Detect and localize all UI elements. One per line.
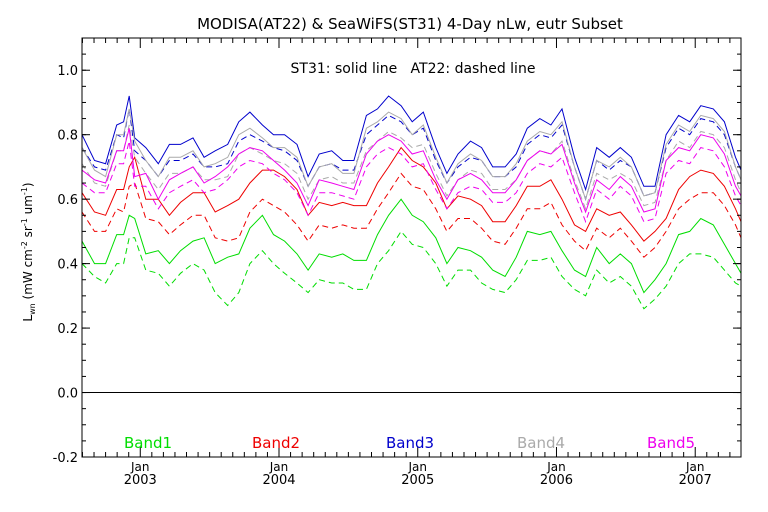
- series-line-band4-at22-dashed: [81, 124, 742, 211]
- y-axis-label-unit-a: (mW cm: [21, 249, 35, 303]
- y-axis-label-unit-b: sr: [21, 226, 35, 241]
- series-line-band2-st31-solid: [81, 146, 742, 242]
- y-axis-label-sup-b: -1: [20, 218, 29, 226]
- y-tick-label: 0.0: [57, 387, 78, 402]
- series-line-band5-at22-dashed: [81, 140, 742, 224]
- series-line-band4-st31-solid: [81, 108, 742, 201]
- legend-band3: Band3: [386, 434, 434, 452]
- legend-band5: Band5: [647, 434, 695, 452]
- y-tick-label: -0.2: [53, 451, 78, 466]
- x-tick-year-label: 2003: [124, 473, 157, 488]
- series-line-band1-at22-dashed: [81, 230, 742, 310]
- legend-band1: Band1: [124, 434, 172, 452]
- y-axis-label-sub: wn: [28, 303, 37, 315]
- legend-band4: Band4: [517, 434, 565, 452]
- y-axis-label-unit-d: ): [21, 182, 35, 187]
- annotations: -0.20.00.20.40.60.81.0Jan2003Jan2004Jan2…: [53, 61, 712, 488]
- y-axis-label-unit-c: um: [21, 195, 35, 218]
- x-tick-year-label: 2005: [401, 473, 434, 488]
- y-axis-label: Lwn (mW cm-2 sr-1 um-1): [20, 182, 37, 321]
- series-line-band5-st31-solid: [81, 128, 742, 214]
- chart-subtitle: ST31: solid line AT22: dashed line: [291, 61, 536, 77]
- series-line-band2-at22-dashed: [81, 172, 742, 258]
- y-tick-label: 1.0: [57, 64, 78, 79]
- series-line-band3-st31-solid: [81, 95, 742, 192]
- x-tick-month-label: Jan: [546, 460, 566, 474]
- x-tick-year-label: 2004: [262, 473, 295, 488]
- y-tick-label: 0.6: [57, 193, 78, 208]
- x-tick-month-label: Jan: [685, 460, 705, 474]
- chart-title: MODISA(AT22) & SeaWiFS(ST31) 4-Day nLw, …: [197, 15, 623, 33]
- plot-frame: [81, 37, 742, 458]
- series-lines: [81, 95, 742, 310]
- x-tick-month-label: Jan: [130, 460, 150, 474]
- svg-text:Lwn (mW cm-2 sr-1 um-1): Lwn (mW cm-2 sr-1 um-1): [20, 182, 37, 321]
- series-line-band1-st31-solid: [81, 198, 742, 294]
- axes: [81, 37, 742, 458]
- y-axis-label-sup-a: -2: [20, 241, 29, 249]
- y-axis-label-l: L: [21, 315, 35, 322]
- legend-band2: Band2: [252, 434, 300, 452]
- x-tick-year-label: 2006: [540, 473, 573, 488]
- x-tick-month-label: Jan: [269, 460, 289, 474]
- y-tick-label: 0.8: [57, 129, 78, 144]
- y-tick-label: 0.4: [57, 258, 78, 273]
- y-axis-label-sup-c: -1: [20, 187, 29, 195]
- y-tick-label: 0.2: [57, 322, 78, 337]
- x-tick-year-label: 2007: [679, 473, 712, 488]
- x-tick-month-label: Jan: [407, 460, 427, 474]
